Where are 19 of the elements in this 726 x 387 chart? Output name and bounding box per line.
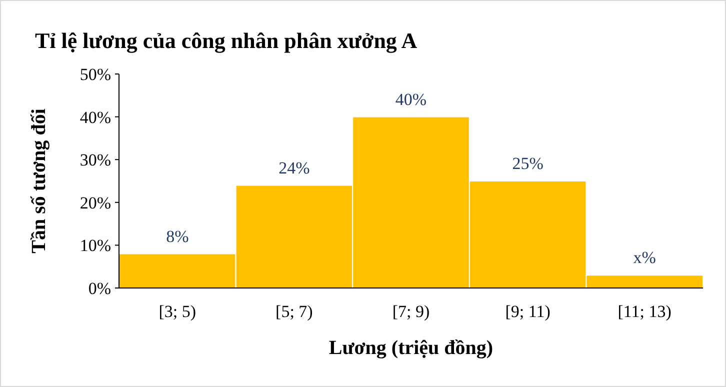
y-axis-title: Tần số tương đối [28,108,50,254]
x-tick-label: [11; 13) [618,302,672,321]
y-tick-label: 0% [88,278,111,298]
data-label: 40% [395,90,427,109]
x-tick-label: [3; 5) [158,302,196,321]
x-tick-label: [7; 9) [392,302,430,321]
y-tick-label: 40% [80,108,111,127]
y-tick-label: 30% [80,150,111,170]
x-tick-label: [5; 7) [276,302,313,321]
y-tick-label: 20% [80,193,111,212]
y-tick-label: 50% [80,64,111,84]
data-label: 8% [166,226,189,246]
x-tick-label: [9; 11) [505,302,550,321]
data-label: 24% [278,158,310,178]
y-tick-label: 10% [80,236,111,256]
chart-title: Tỉ lệ lương của công nhân phân xưởng A [35,28,418,53]
data-label: x% [633,248,656,268]
data-label: 25% [512,154,544,173]
x-axis-title: Lương (triệu đồng) [328,337,494,359]
